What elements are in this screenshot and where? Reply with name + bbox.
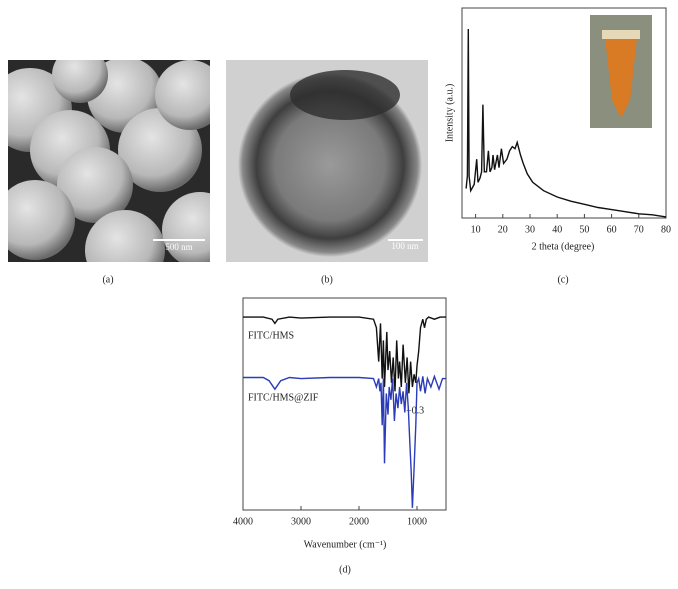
scale-bar-label: 500 nm bbox=[165, 242, 192, 252]
plot-frame bbox=[461, 7, 667, 219]
x-tick-label: 2000 bbox=[349, 516, 369, 527]
data-line bbox=[465, 28, 667, 218]
data-line bbox=[243, 316, 446, 394]
x-tick-label: 30 bbox=[525, 224, 535, 235]
panel-label: (a) bbox=[102, 274, 113, 285]
series-label: FITC/HMS bbox=[248, 330, 294, 341]
x-tick-label: 3000 bbox=[291, 516, 311, 527]
annotation: −0.3 bbox=[406, 405, 424, 416]
panel-label: (d) bbox=[339, 564, 351, 575]
x-tick-label: 80 bbox=[661, 224, 671, 235]
x-tick-label: 20 bbox=[498, 224, 508, 235]
inset-photo bbox=[590, 15, 652, 128]
series-label: FITC/HMS@ZIF bbox=[248, 392, 319, 403]
tem-image: 100 nm bbox=[226, 60, 428, 262]
panel-label: (c) bbox=[557, 274, 568, 285]
sem-image: 500 nm bbox=[8, 60, 210, 262]
plot-frame bbox=[242, 297, 447, 511]
x-axis-label: 2 theta (degree) bbox=[532, 241, 595, 252]
x-axis-label: Wavenumber (cm⁻¹) bbox=[304, 539, 387, 550]
x-tick-label: 40 bbox=[552, 224, 562, 235]
y-axis-label: Intensity (a.u.) bbox=[444, 84, 455, 143]
panel-label: (b) bbox=[321, 274, 333, 285]
data-line bbox=[243, 374, 446, 508]
x-tick-label: 4000 bbox=[233, 516, 253, 527]
x-tick-label: 1000 bbox=[407, 516, 427, 527]
x-tick-label: 50 bbox=[579, 224, 589, 235]
x-tick-label: 70 bbox=[634, 224, 644, 235]
x-tick-label: 60 bbox=[607, 224, 617, 235]
scale-bar-label: 100 nm bbox=[391, 241, 418, 251]
x-tick-label: 10 bbox=[471, 224, 481, 235]
